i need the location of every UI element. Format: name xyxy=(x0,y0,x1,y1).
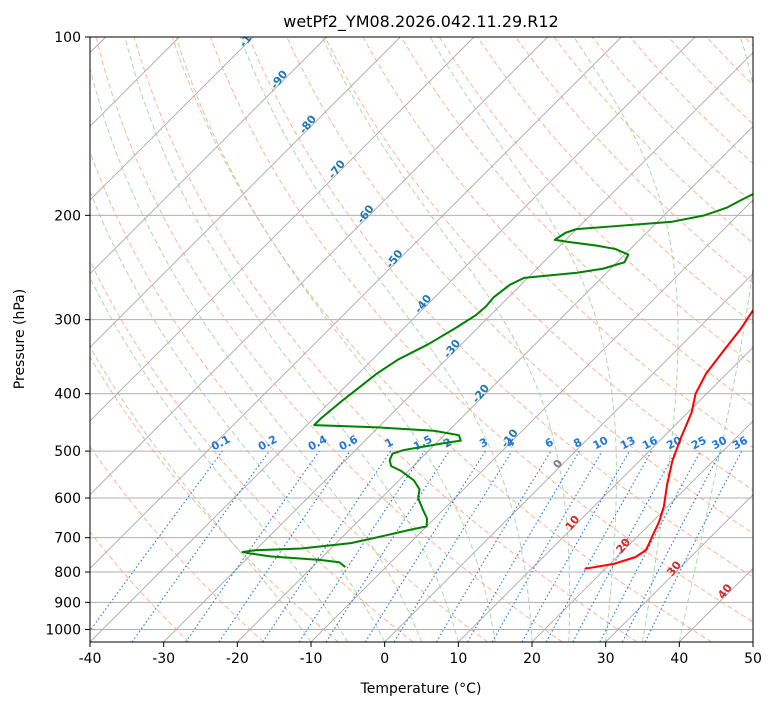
y-tick-label: 500 xyxy=(54,444,81,460)
isotherm xyxy=(90,37,254,201)
y-tick-label: 800 xyxy=(54,565,81,581)
mixing-ratio-label: 20 xyxy=(664,433,684,452)
dry-adiabat xyxy=(515,37,753,284)
dry-adiabat xyxy=(171,37,712,642)
plot-area: -100-90-80-70-60-50-40-30-20-10010203040… xyxy=(90,37,753,642)
sounding-series xyxy=(241,193,753,570)
mixing-ratio-line xyxy=(521,450,630,642)
y-axis-label: Pressure (hPa) xyxy=(12,289,28,389)
moist-adiabat xyxy=(239,37,533,642)
x-tick-label: 30 xyxy=(597,651,615,667)
y-tick-label: 900 xyxy=(54,595,81,611)
mixing-ratio-line xyxy=(325,450,450,642)
y-tick-label: 1000 xyxy=(45,622,81,638)
dry-adiabat xyxy=(95,37,563,642)
y-tick-label: 300 xyxy=(54,313,81,329)
moist-adiabat xyxy=(90,345,312,642)
isotherm xyxy=(605,494,753,642)
plot-frame xyxy=(89,36,754,643)
isotherm xyxy=(90,37,696,642)
isotherm xyxy=(90,37,401,348)
dry-adiabat xyxy=(90,445,264,642)
dry-adiabat xyxy=(248,37,753,578)
y-axis: 1000 900 800 700 600 500 400 300 200 100 xyxy=(45,30,90,638)
dry-adiabat xyxy=(90,259,414,642)
y-tick-label: 600 xyxy=(54,491,81,507)
dry-adiabat xyxy=(90,531,190,642)
x-axis-label: Temperature (°C) xyxy=(360,681,482,697)
x-tick-label: 0 xyxy=(380,651,389,667)
mixing-ratio-line xyxy=(298,450,425,642)
isotherm xyxy=(163,52,753,642)
y-tick-label: 200 xyxy=(54,208,81,224)
moist-adiabat xyxy=(321,37,571,642)
isotherm xyxy=(458,346,753,642)
dewpoint-line xyxy=(241,193,753,568)
isotherm xyxy=(90,37,548,496)
dry-adiabat xyxy=(210,37,753,623)
dry-adiabat xyxy=(324,37,753,491)
dry-adiabat xyxy=(400,37,753,407)
mixing-ratio-label: 16 xyxy=(640,434,660,453)
mixing-ratio-label: 13 xyxy=(618,434,638,453)
temperature-line xyxy=(584,308,753,570)
y-tick-label: 700 xyxy=(54,531,81,547)
isotherm xyxy=(90,37,327,275)
dry-adiabat xyxy=(90,150,488,642)
dry-adiabat xyxy=(133,37,638,642)
isotherm-gridlines xyxy=(90,37,753,642)
moist-adiabat xyxy=(678,37,753,642)
moist-adiabat xyxy=(175,37,496,642)
x-tick-label: 20 xyxy=(523,651,541,667)
x-tick-label: -30 xyxy=(152,651,175,667)
mixing-ratio-line xyxy=(262,450,392,642)
mixing-ratio-label: 30 xyxy=(710,434,730,453)
x-tick-label: -40 xyxy=(79,651,102,667)
x-tick-label: 40 xyxy=(670,651,688,667)
mixing-ratio-line xyxy=(131,450,270,642)
y-tick-label: 100 xyxy=(54,30,81,46)
chart-title: wetPf2_YM08.2026.042.11.29.R12 xyxy=(283,12,558,32)
isotherm xyxy=(237,125,753,642)
moist-adiabat xyxy=(90,189,386,642)
mixing-ratio-line xyxy=(185,450,320,642)
mixing-ratio-line xyxy=(545,450,653,642)
mixing-ratio-label: 25 xyxy=(689,434,709,453)
x-tick-label: -10 xyxy=(300,651,323,667)
moist-adiabats xyxy=(90,37,753,642)
mixing-ratio-line xyxy=(218,450,351,642)
moist-adiabat xyxy=(124,37,459,642)
mixing-ratio-label: 10 xyxy=(591,433,611,452)
mixing-ratio-line xyxy=(644,450,743,642)
x-tick-label: 50 xyxy=(744,651,762,667)
mixing-ratio-line xyxy=(393,450,513,642)
dry-adiabats xyxy=(90,37,753,642)
dry-adiabat xyxy=(439,37,753,366)
x-tick-label: -20 xyxy=(226,651,249,667)
mixing-ratio-label: 36 xyxy=(730,434,750,453)
y-tick-label: 400 xyxy=(54,387,81,403)
moist-adiabat xyxy=(429,37,617,642)
moist-adiabat xyxy=(90,66,422,642)
isotherm xyxy=(90,37,622,569)
x-axis: -40 -30 -20 -10 0 10 20 30 40 50 xyxy=(79,642,762,667)
isotherm xyxy=(531,420,753,642)
mixing-ratio-line xyxy=(90,450,223,632)
x-tick-label: 10 xyxy=(449,651,467,667)
dry-adiabat xyxy=(90,356,339,642)
isotherm xyxy=(384,273,753,642)
isotherm xyxy=(90,37,475,422)
moist-adiabat xyxy=(90,276,349,642)
